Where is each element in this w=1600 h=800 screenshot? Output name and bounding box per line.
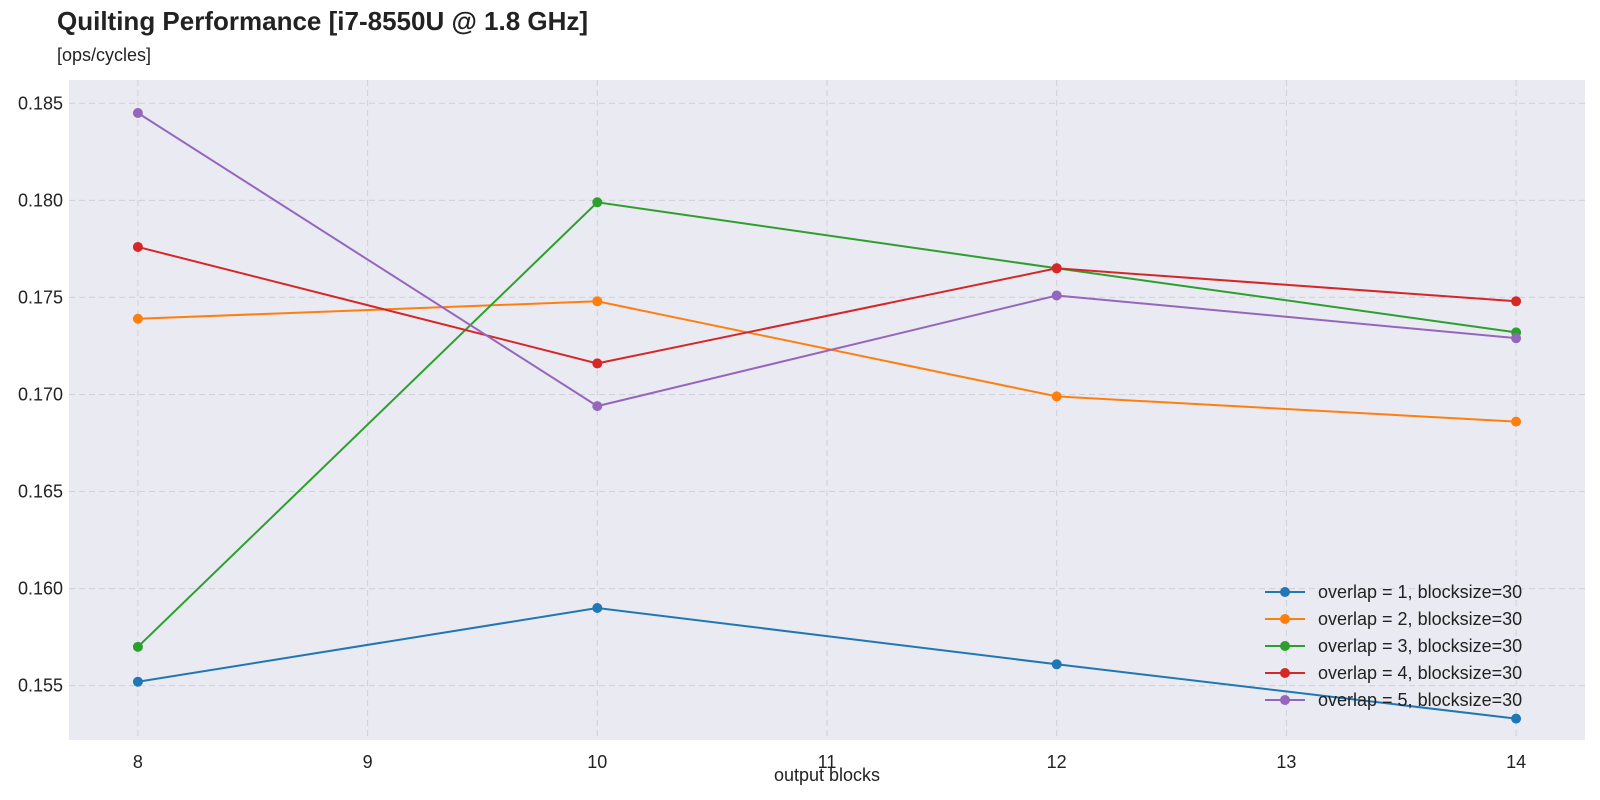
data-point (132, 108, 143, 118)
data-point (1051, 290, 1062, 301)
series-line (137, 606, 1517, 720)
x-axis-title: output blocks (774, 765, 880, 785)
legend-item: overlap = 1, blocksize=30 (1265, 582, 1522, 602)
legend-item: overlap = 3, blocksize=30 (1265, 636, 1522, 656)
data-point (1511, 713, 1522, 724)
data-point (1051, 263, 1062, 274)
series-5 (132, 108, 1522, 412)
x-tick-label: 9 (363, 752, 373, 772)
legend-marker (1280, 641, 1290, 651)
y-tick-label: 0.155 (18, 676, 63, 696)
series-line (137, 300, 1517, 423)
data-point (1511, 416, 1522, 427)
y-tick-label: 0.165 (18, 482, 63, 502)
data-point (132, 313, 143, 324)
legend-item: overlap = 4, blocksize=30 (1265, 663, 1522, 683)
data-point (132, 641, 143, 652)
x-tick-label: 14 (1506, 752, 1526, 772)
x-tick-label: 12 (1047, 752, 1067, 772)
data-point (592, 358, 603, 369)
legend-item: overlap = 2, blocksize=30 (1265, 609, 1522, 629)
legend-marker (1280, 614, 1290, 624)
series-line (137, 112, 1517, 408)
x-axis-ticks: 8 9 10 11 12 13 14 (133, 752, 1526, 772)
series-lines (132, 108, 1522, 724)
series-2 (132, 296, 1522, 427)
data-point (592, 603, 603, 613)
data-point (132, 241, 143, 252)
legend-marker (1280, 695, 1290, 705)
series-line (137, 245, 1517, 365)
legend-item: overlap = 5, blocksize=30 (1265, 690, 1522, 710)
legend-label: overlap = 1, blocksize=30 (1318, 582, 1522, 602)
chart-title: Quilting Performance [i7-8550U @ 1.8 GHz… (57, 6, 589, 36)
data-point (1511, 333, 1522, 344)
series-1 (132, 603, 1522, 724)
data-point (132, 676, 143, 687)
y-tick-label: 0.160 (18, 579, 63, 599)
x-tick-label: 10 (587, 752, 607, 772)
y-tick-label: 0.180 (18, 190, 63, 210)
data-point (592, 401, 603, 412)
data-point (1051, 391, 1062, 402)
y-tick-label: 0.185 (18, 93, 63, 113)
legend-label: overlap = 3, blocksize=30 (1318, 636, 1522, 656)
series-line (137, 201, 1517, 648)
x-tick-label: 13 (1276, 752, 1296, 772)
chart-subtitle: [ops/cycles] (57, 45, 152, 65)
data-point (592, 197, 603, 208)
series-4 (132, 241, 1522, 369)
legend-label: overlap = 4, blocksize=30 (1318, 663, 1522, 683)
y-tick-label: 0.170 (18, 384, 63, 404)
data-point (1051, 659, 1062, 670)
data-point (1511, 296, 1522, 307)
legend-label: overlap = 5, blocksize=30 (1318, 690, 1522, 710)
y-axis-ticks: 0.155 0.160 0.165 0.170 0.175 0.180 0.185 (18, 93, 63, 695)
legend-marker (1280, 587, 1290, 597)
x-tick-label: 11 (818, 752, 837, 772)
legend-marker (1280, 668, 1290, 678)
legend: overlap = 1, blocksize=30 overlap = 2, bl… (1265, 582, 1522, 710)
x-tick-label: 8 (133, 752, 143, 772)
legend-label: overlap = 2, blocksize=30 (1318, 609, 1522, 629)
y-tick-label: 0.175 (18, 287, 63, 307)
data-point (592, 296, 603, 307)
